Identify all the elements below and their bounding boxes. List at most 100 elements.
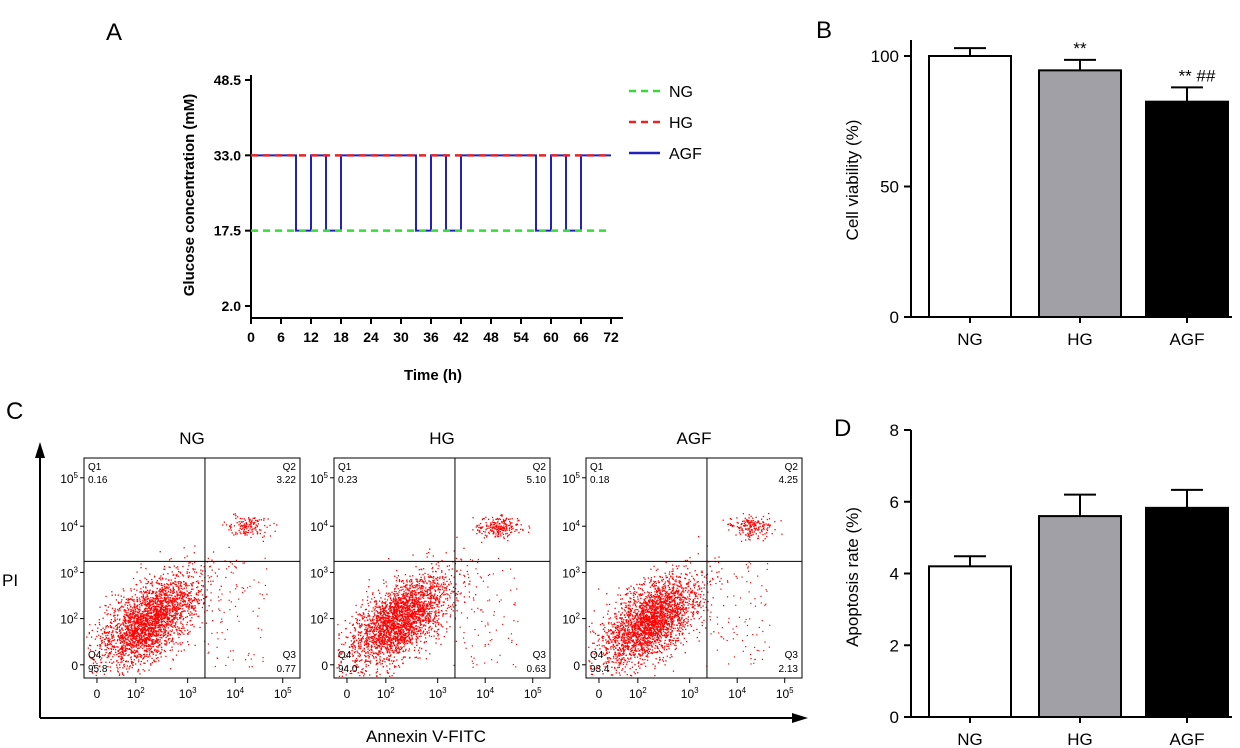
flow-dot [436, 605, 438, 608]
flow-dot [156, 603, 158, 605]
flow-dot [141, 611, 144, 613]
flow-dot [185, 605, 187, 608]
flow-dot [418, 597, 420, 600]
flow-dot [154, 620, 157, 622]
flow-dot [156, 635, 158, 637]
flow-dot [385, 616, 387, 619]
flow-dot [132, 622, 134, 625]
flow-dot [431, 602, 433, 604]
flow-dot [442, 612, 444, 615]
flow-dot [351, 615, 353, 618]
y-tick-exponent: 5 [74, 471, 79, 480]
flow-dot [201, 606, 204, 609]
flow-dot [400, 632, 403, 634]
flow-dot [233, 534, 235, 536]
flow-dot [421, 614, 423, 616]
flow-dot [104, 604, 106, 607]
flow-dot [398, 635, 400, 637]
flow-dot [385, 624, 387, 626]
flow-dot [139, 579, 141, 582]
flow-dot [214, 572, 217, 574]
flow-dot [340, 660, 342, 663]
flow-dot [419, 657, 421, 659]
flow-dot [369, 660, 372, 662]
flow-dot [354, 666, 357, 668]
flow-dot [393, 613, 395, 615]
flow-dot [104, 654, 106, 656]
flow-dot [426, 594, 429, 597]
flow-dot [405, 628, 407, 630]
flow-dot [398, 579, 401, 581]
flow-dot [143, 622, 145, 624]
flow-dot [105, 632, 107, 634]
flow-dot [174, 604, 176, 606]
flow-dot [377, 639, 380, 642]
flow-dot [148, 630, 150, 632]
flow-dot [165, 640, 167, 643]
flow-dot [146, 636, 149, 639]
flow-dot [144, 655, 146, 657]
flow-dot [371, 626, 373, 628]
flow-dot [162, 624, 165, 627]
flow-dot [180, 602, 182, 604]
flow-dot [122, 652, 124, 654]
flow-dot [156, 582, 158, 584]
flow-dot [445, 589, 447, 591]
flow-dot [353, 626, 356, 629]
flow-dot [422, 573, 424, 576]
flow-dot [424, 594, 426, 596]
flow-dot [398, 641, 400, 643]
flow-dot [155, 649, 157, 651]
flow-dot [351, 650, 353, 652]
flow-dot [197, 594, 199, 596]
flow-dot [183, 649, 185, 651]
flow-dot [169, 620, 171, 623]
flow-dot [356, 664, 358, 666]
flow-dot [175, 567, 177, 569]
flow-dot [142, 644, 144, 646]
flow-dot [392, 613, 394, 615]
flow-dot [136, 618, 138, 620]
flow-dot [401, 598, 403, 600]
flow-dot [388, 615, 390, 617]
flow-dot [162, 606, 165, 609]
flow-dot [380, 608, 382, 611]
flow-dot [395, 618, 398, 621]
flow-dot [394, 627, 396, 630]
flow-dot [266, 593, 268, 595]
flow-dot [121, 646, 123, 649]
flow-dot [409, 592, 411, 595]
flow-dot [240, 525, 242, 528]
flow-dot [354, 627, 356, 629]
flow-dot [160, 593, 162, 595]
flow-dot [126, 638, 128, 640]
flow-dot [194, 605, 196, 607]
flow-dot [390, 601, 392, 604]
flow-dot [416, 584, 418, 586]
flow-dot [148, 669, 150, 671]
flow-dot [167, 573, 169, 575]
flow-dot [160, 579, 162, 581]
flow-dot [181, 631, 183, 634]
flow-dot [201, 573, 203, 576]
flow-dot [169, 612, 171, 614]
flow-dot [387, 659, 389, 661]
quadrant-label-q1: Q1 [88, 462, 102, 473]
x-tick-exponent: 4 [240, 686, 245, 695]
flow-dot [425, 615, 428, 617]
flow-dot [396, 612, 398, 614]
flow-dot [408, 596, 410, 598]
flow-dot [140, 615, 142, 618]
flow-dot [395, 603, 398, 605]
flow-dot [175, 623, 177, 625]
flow-dot [160, 610, 163, 612]
flow-dot [138, 640, 140, 642]
quadrant-value-q3: 0.77 [277, 664, 297, 675]
flow-dot [396, 626, 398, 629]
flow-dot [163, 565, 166, 568]
flow-dot [152, 598, 154, 600]
flow-dot [103, 673, 106, 675]
flow-dot [163, 620, 166, 623]
flow-dot [118, 602, 120, 604]
flow-dot [134, 606, 136, 608]
